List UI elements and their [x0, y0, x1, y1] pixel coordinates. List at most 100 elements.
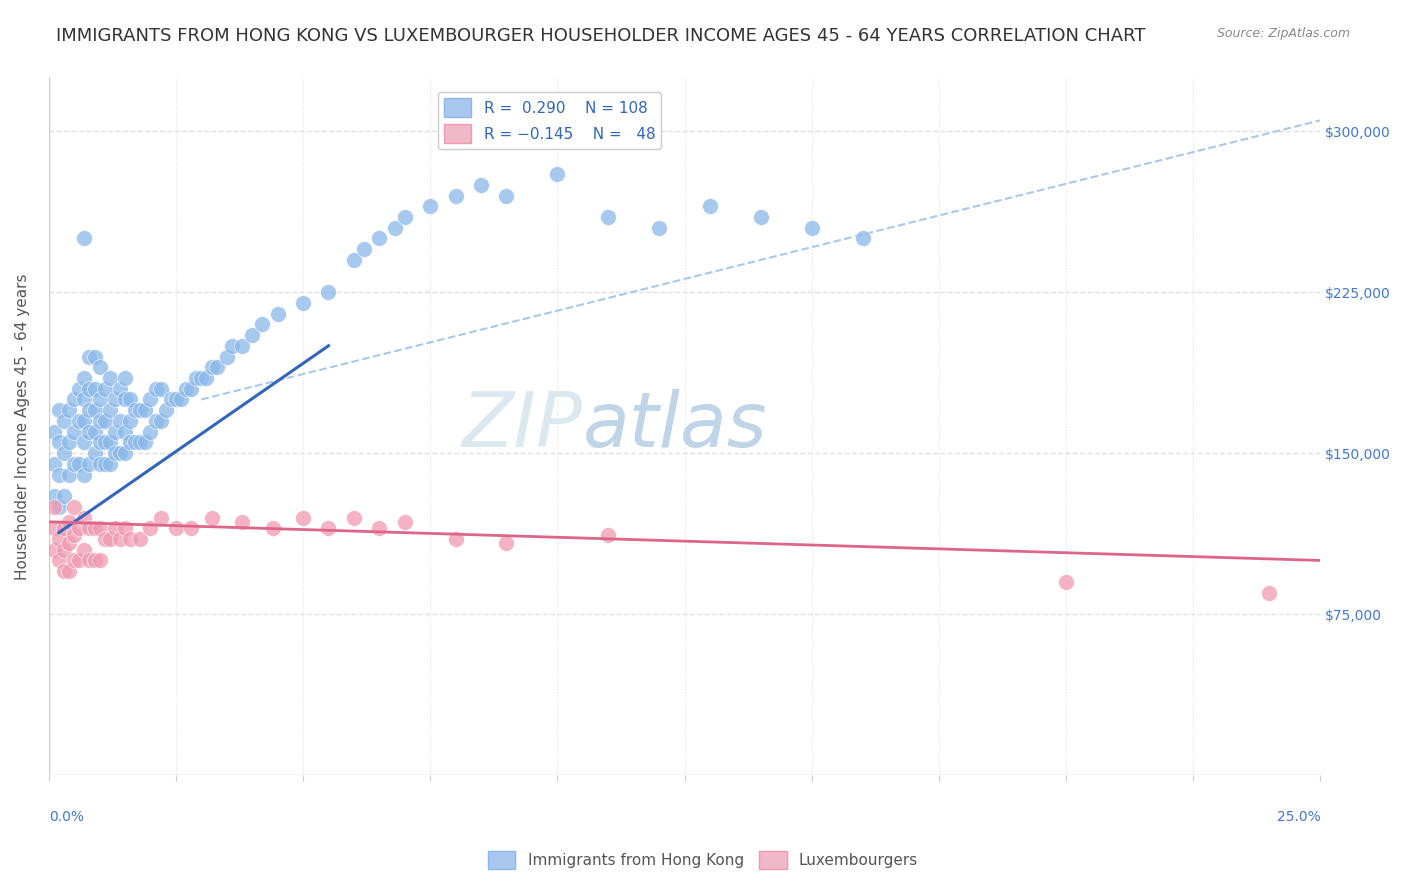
Point: [63, 527, 86, 541]
Point: [93, 532, 115, 546]
Point: [42, 500, 65, 514]
Point: [67, 521, 90, 535]
Point: [98, 403, 121, 417]
Point: [89, 553, 111, 567]
Point: [495, 188, 517, 202]
Point: [63, 457, 86, 471]
Point: [114, 371, 136, 385]
Point: [42, 489, 65, 503]
Point: [73, 510, 96, 524]
Point: [83, 553, 105, 567]
Point: [98, 532, 121, 546]
Point: [200, 510, 222, 524]
Point: [149, 510, 172, 524]
Point: [58, 564, 80, 578]
Point: [699, 199, 721, 213]
Point: [93, 414, 115, 428]
Point: [89, 521, 111, 535]
Point: [53, 521, 76, 535]
Point: [114, 392, 136, 407]
Point: [48, 532, 70, 546]
Point: [221, 339, 243, 353]
Point: [180, 521, 202, 535]
Point: [800, 220, 823, 235]
Point: [89, 457, 111, 471]
Point: [79, 425, 101, 439]
Point: [108, 414, 131, 428]
Point: [343, 510, 366, 524]
Point: [53, 542, 76, 557]
Point: [470, 178, 492, 192]
Point: [266, 307, 288, 321]
Point: [48, 553, 70, 567]
Point: [159, 392, 181, 407]
Point: [598, 527, 620, 541]
Text: 25.0%: 25.0%: [1277, 810, 1320, 824]
Point: [1054, 574, 1077, 589]
Point: [83, 382, 105, 396]
Point: [73, 371, 96, 385]
Text: ZIP: ZIP: [463, 389, 582, 463]
Point: [89, 414, 111, 428]
Point: [93, 435, 115, 450]
Point: [58, 435, 80, 450]
Point: [149, 382, 172, 396]
Point: [129, 403, 152, 417]
Point: [124, 435, 146, 450]
Point: [73, 467, 96, 482]
Point: [231, 515, 253, 529]
Point: [114, 521, 136, 535]
Point: [394, 210, 416, 224]
Point: [79, 382, 101, 396]
Point: [145, 414, 167, 428]
Point: [318, 285, 340, 299]
Point: [134, 435, 156, 450]
Point: [83, 350, 105, 364]
Point: [495, 536, 517, 550]
Point: [368, 231, 391, 245]
Point: [598, 210, 620, 224]
Point: [67, 382, 90, 396]
Point: [170, 392, 193, 407]
Point: [648, 220, 671, 235]
Point: [83, 425, 105, 439]
Point: [48, 467, 70, 482]
Point: [67, 457, 90, 471]
Point: [58, 467, 80, 482]
Point: [174, 382, 197, 396]
Point: [343, 252, 366, 267]
Point: [83, 446, 105, 460]
Point: [145, 382, 167, 396]
Point: [53, 446, 76, 460]
Point: [53, 414, 76, 428]
Point: [292, 296, 315, 310]
Y-axis label: Householder Income Ages 45 - 64 years: Householder Income Ages 45 - 64 years: [15, 273, 30, 580]
Point: [42, 425, 65, 439]
Point: [190, 371, 212, 385]
Point: [195, 371, 218, 385]
Text: atlas: atlas: [582, 389, 768, 463]
Point: [120, 414, 142, 428]
Point: [42, 457, 65, 471]
Point: [48, 500, 70, 514]
Point: [384, 220, 406, 235]
Point: [262, 521, 284, 535]
Point: [58, 515, 80, 529]
Point: [200, 360, 222, 375]
Point: [180, 382, 202, 396]
Point: [42, 521, 65, 535]
Point: [58, 536, 80, 550]
Point: [165, 392, 187, 407]
Point: [53, 489, 76, 503]
Point: [108, 382, 131, 396]
Point: [134, 403, 156, 417]
Point: [368, 521, 391, 535]
Point: [546, 167, 568, 181]
Point: [73, 542, 96, 557]
Point: [98, 371, 121, 385]
Point: [83, 521, 105, 535]
Point: [98, 457, 121, 471]
Point: [73, 231, 96, 245]
Point: [353, 242, 375, 256]
Point: [205, 360, 228, 375]
